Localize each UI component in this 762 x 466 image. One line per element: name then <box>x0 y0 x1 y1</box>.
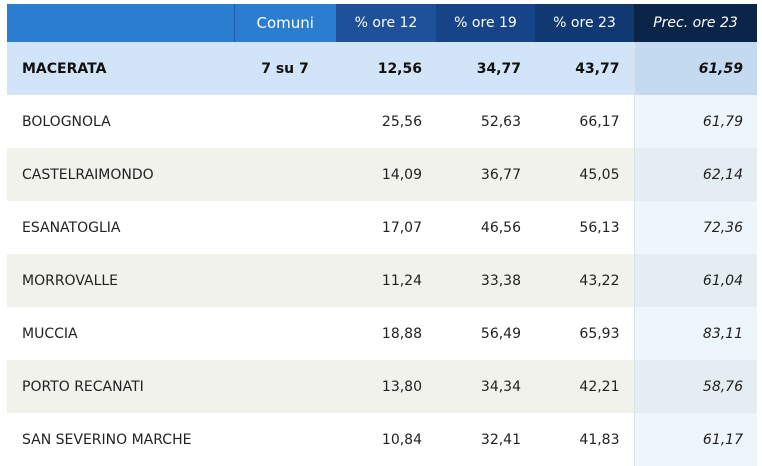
turnout-ore-19: 46,56 <box>436 201 535 254</box>
turnout-ore-19: 33,38 <box>436 254 535 307</box>
turnout-prec-ore-23: 58,76 <box>633 360 757 413</box>
turnout-ore-19: 34,77 <box>436 42 535 95</box>
comuni-cell <box>234 254 336 307</box>
turnout-prec-ore-23: 62,14 <box>633 148 757 201</box>
turnout-ore-23: 41,83 <box>535 413 634 466</box>
province-summary-row[interactable]: MACERATA 7 su 7 12,56 34,77 43,77 61,59 <box>7 42 757 95</box>
turnout-ore-12: 14,09 <box>336 148 436 201</box>
comuni-count: 7 su 7 <box>234 42 336 95</box>
table-row[interactable]: MORROVALLE 11,24 33,38 43,22 61,04 <box>7 254 757 307</box>
turnout-prec-ore-23: 83,11 <box>633 307 757 360</box>
table-header: Comuni % ore 12 % ore 19 % ore 23 Prec. … <box>7 4 757 42</box>
comuni-cell <box>234 360 336 413</box>
turnout-ore-23: 56,13 <box>535 201 634 254</box>
table-row[interactable]: SAN SEVERINO MARCHE 10,84 32,41 41,83 61… <box>7 413 757 466</box>
header-ore-19: % ore 19 <box>436 4 535 42</box>
turnout-ore-23: 42,21 <box>535 360 634 413</box>
comuni-cell <box>234 148 336 201</box>
turnout-ore-12: 18,88 <box>336 307 436 360</box>
turnout-ore-23: 43,77 <box>535 42 634 95</box>
turnout-ore-23: 43,22 <box>535 254 634 307</box>
table-body: MACERATA 7 su 7 12,56 34,77 43,77 61,59 … <box>7 42 757 466</box>
header-comuni: Comuni <box>233 4 336 42</box>
turnout-ore-19: 36,77 <box>436 148 535 201</box>
table-row[interactable]: CASTELRAIMONDO 14,09 36,77 45,05 62,14 <box>7 148 757 201</box>
turnout-ore-23: 66,17 <box>535 95 634 148</box>
turnout-table: Comuni % ore 12 % ore 19 % ore 23 Prec. … <box>7 4 757 466</box>
turnout-prec-ore-23: 61,79 <box>633 95 757 148</box>
comuni-cell <box>234 307 336 360</box>
table-row[interactable]: PORTO RECANATI 13,80 34,34 42,21 58,76 <box>7 360 757 413</box>
comuni-cell <box>234 95 336 148</box>
table-row[interactable]: MUCCIA 18,88 56,49 65,93 83,11 <box>7 307 757 360</box>
turnout-ore-19: 32,41 <box>436 413 535 466</box>
turnout-ore-19: 52,63 <box>436 95 535 148</box>
header-name-cell <box>7 4 234 42</box>
turnout-ore-23: 45,05 <box>535 148 634 201</box>
header-ore-12: % ore 12 <box>336 4 436 42</box>
comuni-cell <box>234 413 336 466</box>
turnout-prec-ore-23: 61,59 <box>633 42 757 95</box>
turnout-ore-12: 10,84 <box>336 413 436 466</box>
turnout-ore-12: 12,56 <box>336 42 436 95</box>
comune-name: MUCCIA <box>7 307 234 360</box>
comune-name: ESANATOGLIA <box>7 201 234 254</box>
comuni-cell <box>234 201 336 254</box>
comune-name: SAN SEVERINO MARCHE <box>7 413 234 466</box>
turnout-ore-23: 65,93 <box>535 307 634 360</box>
table-row[interactable]: ESANATOGLIA 17,07 46,56 56,13 72,36 <box>7 201 757 254</box>
comune-name: CASTELRAIMONDO <box>7 148 234 201</box>
turnout-ore-19: 56,49 <box>436 307 535 360</box>
header-prec-ore-23: Prec. ore 23 <box>634 4 757 42</box>
table-row[interactable]: BOLOGNOLA 25,56 52,63 66,17 61,79 <box>7 95 757 148</box>
turnout-ore-12: 25,56 <box>336 95 436 148</box>
turnout-ore-12: 17,07 <box>336 201 436 254</box>
header-row: Comuni % ore 12 % ore 19 % ore 23 Prec. … <box>7 4 757 42</box>
turnout-prec-ore-23: 61,17 <box>633 413 757 466</box>
comune-name: BOLOGNOLA <box>7 95 234 148</box>
turnout-prec-ore-23: 61,04 <box>633 254 757 307</box>
comune-name: MORROVALLE <box>7 254 234 307</box>
turnout-prec-ore-23: 72,36 <box>633 201 757 254</box>
turnout-ore-19: 34,34 <box>436 360 535 413</box>
turnout-ore-12: 11,24 <box>336 254 436 307</box>
header-ore-23: % ore 23 <box>535 4 634 42</box>
comune-name: PORTO RECANATI <box>7 360 234 413</box>
province-name: MACERATA <box>7 42 234 95</box>
turnout-ore-12: 13,80 <box>336 360 436 413</box>
